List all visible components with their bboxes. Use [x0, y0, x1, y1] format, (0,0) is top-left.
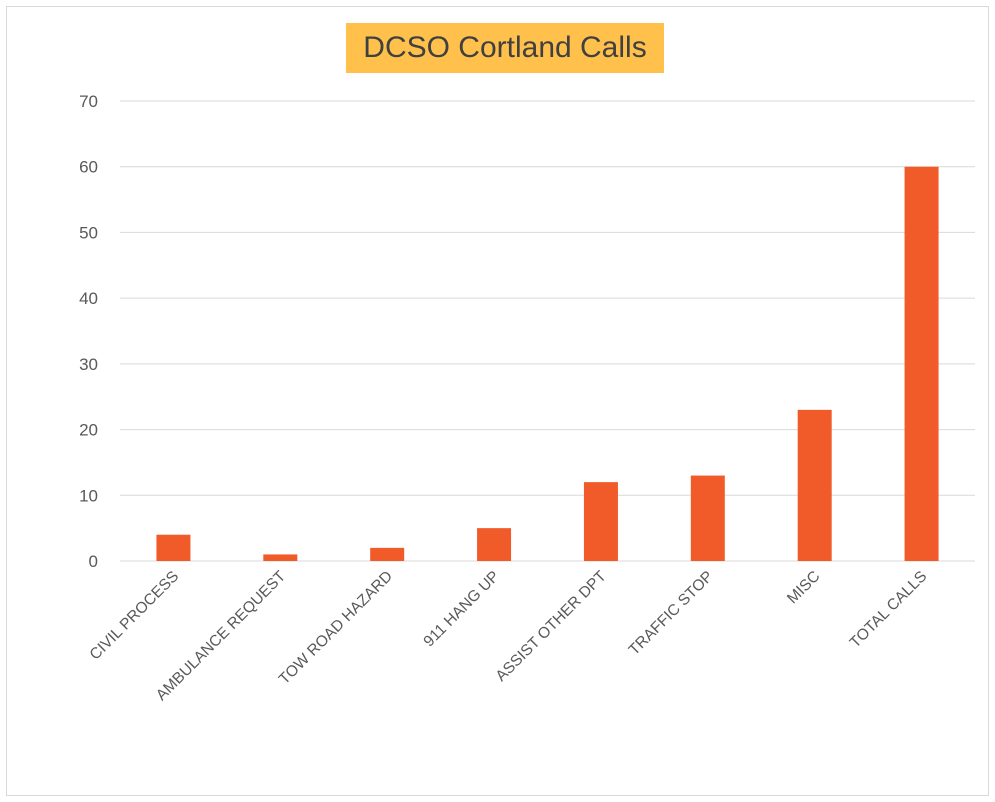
bar: [477, 528, 512, 561]
x-category-label: TOW ROAD HAZARD: [276, 568, 396, 688]
chart-area: [6, 6, 989, 796]
x-category-label: 911 HANG UP: [420, 568, 502, 650]
y-tick-label: 70: [79, 92, 98, 111]
y-tick-label: 0: [89, 552, 98, 571]
y-tick-label: 40: [79, 289, 98, 308]
bar: [370, 547, 405, 561]
x-category-label: ASSIST OTHER DPT: [493, 567, 611, 685]
y-tick-label: 60: [79, 158, 98, 177]
bar: [797, 409, 832, 561]
chart-title: DCSO Cortland Calls: [346, 23, 664, 73]
bar: [263, 554, 298, 561]
bar: [156, 534, 191, 561]
bar: [690, 475, 725, 561]
y-tick-label: 20: [79, 421, 98, 440]
x-category-label: TRAFFIC STOP: [626, 568, 717, 659]
bar: [583, 482, 618, 561]
x-category-label: MISC: [784, 568, 823, 607]
gridlines: [120, 100, 975, 562]
x-category-label: TOTAL CALLS: [847, 568, 931, 652]
y-tick-label: 50: [79, 223, 98, 242]
y-tick-label: 10: [79, 486, 98, 505]
bars: [156, 166, 939, 561]
y-axis-ticks: 0 10 20 30 40 50 60 70: [79, 92, 98, 571]
x-category-label: CIVIL PROCESS: [87, 568, 183, 664]
y-tick-label: 30: [79, 355, 98, 374]
bar: [904, 166, 939, 561]
